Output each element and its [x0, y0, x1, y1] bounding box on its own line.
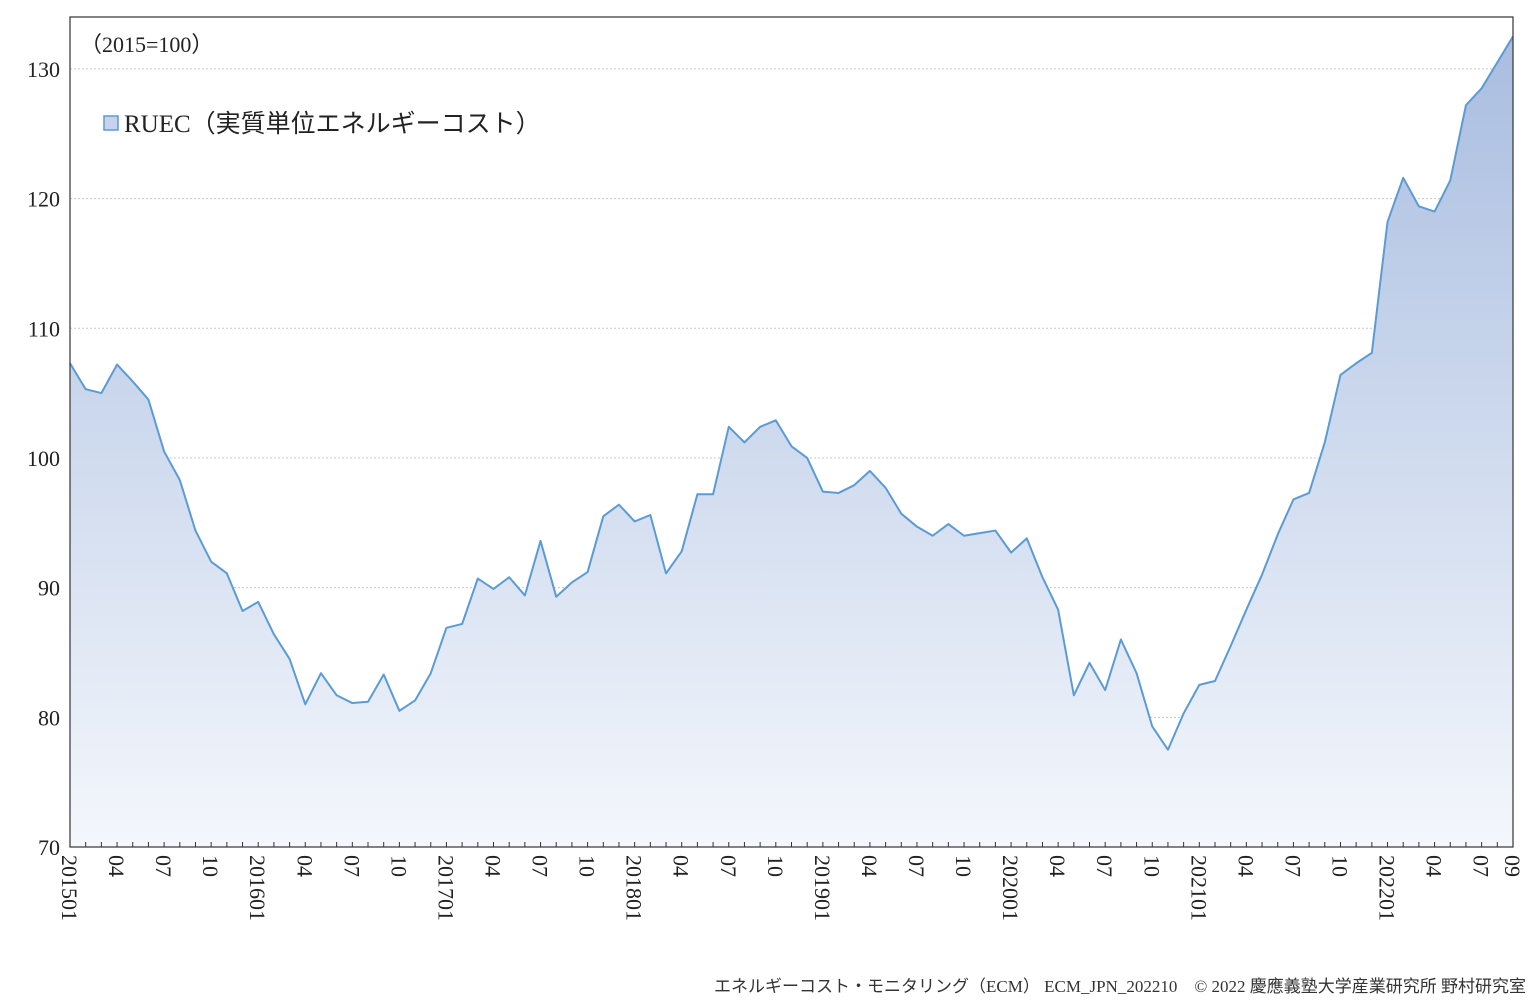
x-tick-label: 10	[951, 855, 976, 877]
y-tick-label: 80	[38, 705, 60, 730]
x-tick-label: 04	[292, 855, 317, 877]
x-tick-label: 201801	[622, 855, 647, 921]
chart-note: （2015=100）	[80, 32, 213, 57]
ruec-series-line	[69, 35, 1514, 751]
x-tick-label: 04	[104, 855, 129, 877]
x-tick-label: 04	[857, 855, 882, 877]
x-tick-label: 202101	[1186, 855, 1211, 921]
ruec-area-fill	[70, 36, 1513, 847]
x-tick-label: 07	[716, 855, 741, 877]
x-tick-label: 10	[1327, 855, 1352, 877]
x-tick-label: 201601	[245, 855, 270, 921]
x-tick-label: 10	[386, 855, 411, 877]
y-tick-label: 100	[27, 446, 60, 471]
y-tick-label: 70	[38, 835, 60, 860]
x-tick-label: 201901	[810, 855, 835, 921]
y-axis-ticks: 70 80 90 100 110 120 130	[27, 57, 60, 860]
legend-swatch	[103, 115, 119, 131]
copyright-footer: エネルギーコスト・モニタリング（ECM） ECM_JPN_202210 © 20…	[714, 977, 1526, 996]
x-axis-ticks: 201501 04 07 10 201601 04 07 10 201701 04 07 10 2018…	[57, 842, 1525, 921]
x-tick-label: 07	[339, 855, 364, 877]
y-tick-label: 90	[38, 576, 60, 601]
x-tick-label: 04	[1045, 855, 1070, 877]
x-tick-label: 10	[575, 855, 600, 877]
x-tick-label: 09	[1500, 855, 1525, 877]
x-tick-label: 201501	[57, 855, 82, 921]
x-tick-label: 202201	[1375, 855, 1400, 921]
x-tick-label: 201701	[433, 855, 458, 921]
x-tick-label: 10	[763, 855, 788, 877]
x-tick-label: 04	[480, 855, 505, 877]
x-tick-label: 10	[198, 855, 223, 877]
y-tick-label: 130	[27, 57, 60, 82]
y-tick-label: 120	[27, 187, 60, 212]
legend: RUEC（実質単位エネルギーコスト）	[103, 110, 541, 138]
x-tick-label: 07	[1469, 855, 1494, 877]
x-tick-label: 07	[904, 855, 929, 877]
x-tick-label: 202001	[998, 855, 1023, 921]
x-tick-label: 07	[151, 855, 176, 877]
x-tick-label: 04	[1233, 855, 1258, 877]
x-tick-label: 04	[669, 855, 694, 877]
x-tick-label: 07	[1092, 855, 1117, 877]
legend-label: RUEC（実質単位エネルギーコスト）	[124, 110, 541, 138]
x-tick-label: 04	[1422, 855, 1447, 877]
x-tick-label: 10	[1139, 855, 1164, 877]
x-tick-label: 07	[1280, 855, 1305, 877]
x-tick-label: 07	[528, 855, 553, 877]
y-tick-label: 110	[28, 316, 60, 341]
